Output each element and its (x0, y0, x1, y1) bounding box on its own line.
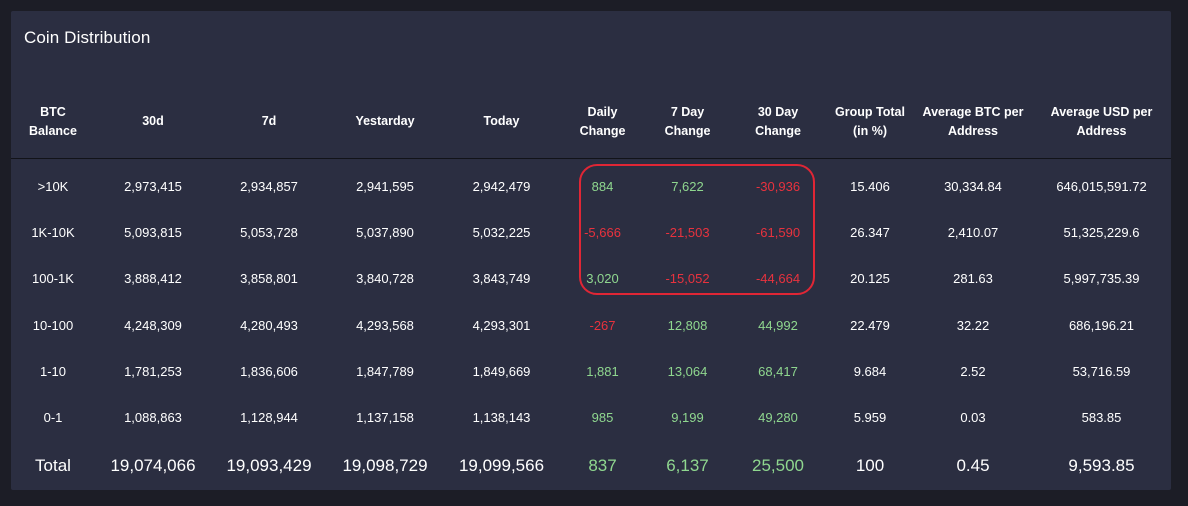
cell-30d: 3,888,412 (124, 271, 182, 287)
cell-7-day-change: 9,199 (671, 410, 704, 426)
cell-avg-usd: 53,716.59 (1072, 363, 1131, 379)
cell-7-day-change: 12,808 (667, 317, 708, 333)
cell-yesterday: 5,037,890 (356, 224, 414, 240)
cell-avg-btc: 281.63 (953, 271, 993, 287)
col-header-7d[interactable]: 7d (211, 85, 327, 159)
table-header-row: BTC Balance 30d 7d Yestarday Today Daily… (11, 85, 1171, 159)
cell-daily-change: -267 (589, 317, 616, 333)
cell-daily-change: 884 (591, 178, 614, 194)
cell-yesterday: 1,847,789 (356, 363, 414, 379)
cell-30-day-change: -44,664 (755, 271, 801, 287)
cell-group-total: 9.684 (853, 363, 887, 379)
total-group-total: 100 (855, 455, 885, 475)
cell-balance: 1K-10K (31, 224, 75, 240)
cell-today: 3,843,749 (472, 271, 531, 287)
cell-avg-usd: 686,196.21 (1068, 317, 1135, 333)
total-7d: 19,093,429 (226, 455, 312, 475)
coin-distribution-panel: Coin Distribution BTC Balance 30d 7d Yes… (11, 11, 1171, 490)
cell-balance: 10-100 (32, 317, 74, 333)
cell-7-day-change: 13,064 (667, 363, 708, 379)
cell-group-total: 22.479 (850, 317, 890, 333)
cell-yesterday: 2,941,595 (356, 178, 414, 194)
col-header-avg-usd[interactable]: Average USD per Address (1032, 85, 1171, 159)
total-row: Total 19,074,066 19,093,429 19,098,729 1… (11, 441, 1171, 491)
cell-today: 1,849,669 (472, 363, 531, 379)
cell-balance: >10K (37, 178, 69, 194)
col-header-yesterday[interactable]: Yestarday (327, 85, 443, 159)
table-row: 0-1 1,088,863 1,128,944 1,137,158 1,138,… (11, 394, 1171, 440)
cell-avg-btc: 2,410.07 (947, 224, 999, 240)
cell-group-total: 5.959 (853, 410, 887, 426)
cell-daily-change: 1,881 (586, 363, 619, 379)
table-row: 1K-10K 5,093,815 5,053,728 5,037,890 5,0… (11, 209, 1171, 255)
cell-7-day-change: -15,052 (665, 271, 710, 287)
cell-30-day-change: 44,992 (758, 317, 798, 333)
col-header-30-day-change[interactable]: 30 Day Change (730, 85, 826, 159)
cell-yesterday: 1,137,158 (356, 410, 414, 426)
cell-yesterday: 3,840,728 (356, 271, 414, 287)
cell-7d: 2,934,857 (240, 178, 298, 194)
panel-title: Coin Distribution (24, 28, 151, 47)
cell-today: 5,032,225 (472, 224, 531, 240)
total-30-day-change: 25,500 (752, 455, 804, 475)
total-avg-btc: 0.45 (956, 455, 990, 475)
cell-balance: 100-1K (32, 271, 74, 287)
cell-30-day-change: 49,280 (758, 410, 798, 426)
cell-today: 1,138,143 (472, 410, 531, 426)
coin-distribution-table: BTC Balance 30d 7d Yestarday Today Daily… (11, 85, 1171, 491)
total-avg-usd: 9,593.85 (1068, 455, 1135, 475)
cell-30d: 5,093,815 (124, 224, 182, 240)
total-yesterday: 19,098,729 (342, 455, 428, 475)
table-row: 10-100 4,248,309 4,280,493 4,293,568 4,2… (11, 302, 1171, 348)
cell-today: 2,942,479 (472, 178, 531, 194)
cell-avg-btc: 32.22 (956, 317, 990, 333)
cell-30-day-change: -61,590 (755, 224, 801, 240)
cell-30d: 1,781,253 (124, 363, 182, 379)
col-header-today[interactable]: Today (443, 85, 560, 159)
col-header-group-total[interactable]: Group Total (in %) (826, 85, 914, 159)
cell-7-day-change: 7,622 (671, 178, 704, 194)
cell-daily-change: 3,020 (586, 271, 619, 287)
total-daily-change: 837 (588, 455, 617, 475)
cell-daily-change: 985 (591, 410, 614, 426)
col-header-daily-change[interactable]: Daily Change (560, 85, 645, 159)
cell-balance: 0-1 (43, 410, 63, 426)
total-today: 19,099,566 (458, 455, 545, 475)
cell-7d: 1,836,606 (240, 363, 298, 379)
cell-30-day-change: -30,936 (755, 178, 801, 194)
col-header-30d[interactable]: 30d (95, 85, 211, 159)
cell-avg-usd: 5,997,735.39 (1063, 271, 1140, 287)
cell-group-total: 26.347 (850, 224, 890, 240)
cell-7d: 4,280,493 (240, 317, 298, 333)
cell-7-day-change: -21,503 (665, 224, 710, 240)
cell-avg-btc: 0.03 (960, 410, 986, 426)
cell-balance: 1-10 (39, 363, 67, 379)
cell-7d: 1,128,944 (240, 410, 298, 426)
cell-30d: 4,248,309 (124, 317, 182, 333)
cell-7d: 5,053,728 (240, 224, 298, 240)
cell-today: 4,293,301 (472, 317, 531, 333)
cell-avg-usd: 646,015,591.72 (1056, 178, 1147, 194)
cell-yesterday: 4,293,568 (356, 317, 414, 333)
cell-daily-change: -5,666 (584, 224, 621, 240)
total-label: Total (35, 455, 71, 475)
cell-avg-btc: 30,334.84 (944, 178, 1002, 194)
cell-30d: 2,973,415 (124, 178, 182, 194)
col-header-btc-balance[interactable]: BTC Balance (11, 85, 95, 159)
cell-avg-usd: 583.85 (1081, 410, 1122, 426)
col-header-7-day-change[interactable]: 7 Day Change (645, 85, 730, 159)
table-row: 100-1K 3,888,412 3,858,801 3,840,728 3,8… (11, 256, 1171, 302)
col-header-avg-btc[interactable]: Average BTC per Address (914, 85, 1032, 159)
total-7-day-change: 6,137 (666, 455, 709, 475)
table-row: 1-10 1,781,253 1,836,606 1,847,789 1,849… (11, 348, 1171, 394)
cell-avg-usd: 51,325,229.6 (1063, 224, 1140, 240)
cell-30d: 1,088,863 (124, 410, 182, 426)
cell-7d: 3,858,801 (240, 271, 298, 287)
table-row: >10K 2,973,415 2,934,857 2,941,595 2,942… (11, 159, 1171, 210)
cell-30-day-change: 68,417 (758, 363, 798, 379)
cell-group-total: 15.406 (850, 178, 890, 194)
cell-group-total: 20.125 (850, 271, 890, 287)
total-30d: 19,074,066 (110, 455, 196, 475)
cell-avg-btc: 2.52 (960, 363, 986, 379)
